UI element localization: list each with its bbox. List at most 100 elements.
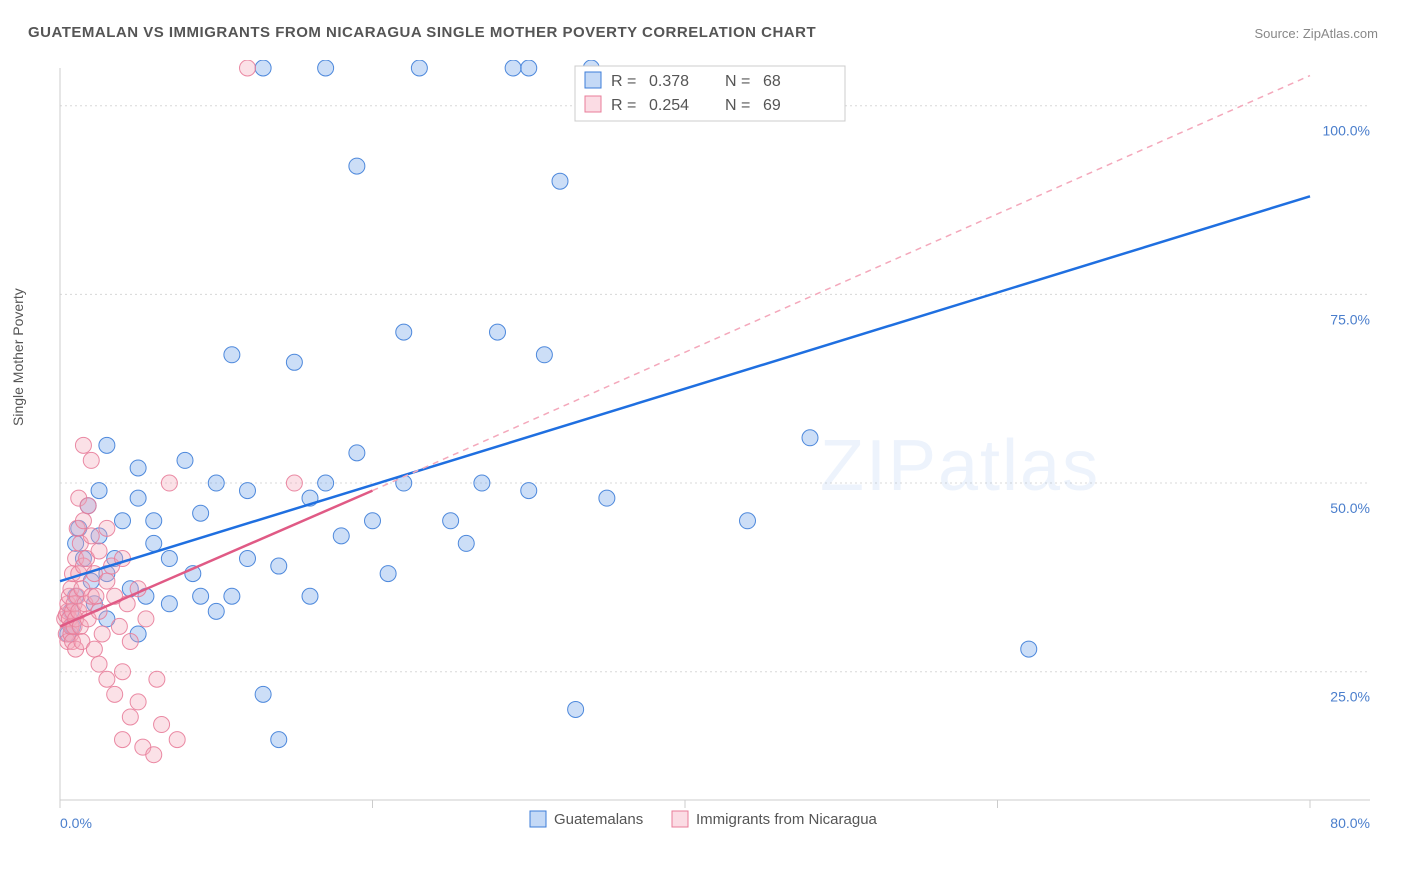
data-point-guatemalans xyxy=(1021,641,1037,657)
data-point-nicaragua xyxy=(130,694,146,710)
source-label: Source: xyxy=(1254,26,1302,41)
data-point-guatemalans xyxy=(490,324,506,340)
data-point-nicaragua xyxy=(107,686,123,702)
source-attribution: Source: ZipAtlas.com xyxy=(1254,26,1378,41)
data-point-guatemalans xyxy=(396,324,412,340)
data-point-guatemalans xyxy=(802,430,818,446)
data-point-guatemalans xyxy=(193,505,209,521)
data-point-guatemalans xyxy=(146,513,162,529)
data-point-nicaragua xyxy=(99,671,115,687)
legend-n-value-nicaragua: 69 xyxy=(763,97,781,114)
legend-swatch-guatemalans xyxy=(585,72,601,88)
data-point-guatemalans xyxy=(349,445,365,461)
data-point-nicaragua xyxy=(122,634,138,650)
legend-r-label: R = xyxy=(611,73,636,90)
data-point-guatemalans xyxy=(365,513,381,529)
trend-line-guatemalans xyxy=(60,196,1310,581)
y-tick-label: 50.0% xyxy=(1330,500,1370,516)
data-point-guatemalans xyxy=(271,732,287,748)
data-point-guatemalans xyxy=(411,60,427,76)
data-point-guatemalans xyxy=(568,701,584,717)
data-point-nicaragua xyxy=(111,618,127,634)
data-point-guatemalans xyxy=(286,354,302,370)
data-point-nicaragua xyxy=(115,664,131,680)
data-point-guatemalans xyxy=(240,551,256,567)
data-point-guatemalans xyxy=(599,490,615,506)
data-point-nicaragua xyxy=(146,747,162,763)
x-tick-label: 0.0% xyxy=(60,815,92,830)
legend-n-label: N = xyxy=(725,97,750,114)
data-point-guatemalans xyxy=(302,588,318,604)
legend-r-label: R = xyxy=(611,97,636,114)
data-point-guatemalans xyxy=(99,437,115,453)
data-point-guatemalans xyxy=(146,535,162,551)
data-point-guatemalans xyxy=(740,513,756,529)
data-point-nicaragua xyxy=(99,573,115,589)
data-point-nicaragua xyxy=(154,717,170,733)
legend-swatch-nicaragua xyxy=(585,96,601,112)
legend-n-value-guatemalans: 68 xyxy=(763,73,781,90)
data-point-nicaragua xyxy=(161,475,177,491)
data-point-guatemalans xyxy=(208,475,224,491)
y-axis-label: Single Mother Poverty xyxy=(10,288,26,426)
data-point-nicaragua xyxy=(138,611,154,627)
data-point-guatemalans xyxy=(115,513,131,529)
x-tick-label: 80.0% xyxy=(1330,815,1370,830)
data-point-nicaragua xyxy=(149,671,165,687)
data-point-guatemalans xyxy=(333,528,349,544)
data-point-guatemalans xyxy=(443,513,459,529)
y-tick-label: 75.0% xyxy=(1330,311,1370,327)
data-point-nicaragua xyxy=(91,543,107,559)
data-point-nicaragua xyxy=(169,732,185,748)
data-point-guatemalans xyxy=(130,490,146,506)
data-point-guatemalans xyxy=(318,475,334,491)
data-point-guatemalans xyxy=(380,566,396,582)
data-point-nicaragua xyxy=(91,656,107,672)
series-label-nicaragua: Immigrants from Nicaragua xyxy=(696,811,878,828)
watermark: ZIPatlas xyxy=(820,426,1100,506)
series-label-guatemalans: Guatemalans xyxy=(554,811,643,828)
data-point-guatemalans xyxy=(552,173,568,189)
legend-r-value-nicaragua: 0.254 xyxy=(649,97,689,114)
data-point-nicaragua xyxy=(88,588,104,604)
data-point-nicaragua xyxy=(240,60,256,76)
data-point-nicaragua xyxy=(99,520,115,536)
data-point-nicaragua xyxy=(286,475,302,491)
chart-title: GUATEMALAN VS IMMIGRANTS FROM NICARAGUA … xyxy=(28,24,816,41)
data-point-nicaragua xyxy=(86,641,102,657)
data-point-guatemalans xyxy=(521,60,537,76)
scatter-plot: 25.0% 50.0% 75.0% 100.0% 0.0% 80.0% ZIPatlas R … xyxy=(50,60,1380,830)
data-point-nicaragua xyxy=(94,626,110,642)
data-point-guatemalans xyxy=(91,483,107,499)
data-point-guatemalans xyxy=(474,475,490,491)
data-point-guatemalans xyxy=(224,588,240,604)
data-point-guatemalans xyxy=(318,60,334,76)
data-point-guatemalans xyxy=(240,483,256,499)
data-point-guatemalans xyxy=(536,347,552,363)
y-tick-label: 25.0% xyxy=(1330,689,1370,705)
data-point-guatemalans xyxy=(458,535,474,551)
series-swatch-guatemalans xyxy=(530,811,546,827)
data-point-guatemalans xyxy=(255,686,271,702)
data-point-nicaragua xyxy=(80,498,96,514)
source-name: ZipAtlas.com xyxy=(1303,26,1378,41)
legend-n-label: N = xyxy=(725,73,750,90)
data-point-guatemalans xyxy=(208,603,224,619)
data-point-nicaragua xyxy=(83,452,99,468)
series-swatch-nicaragua xyxy=(672,811,688,827)
data-point-nicaragua xyxy=(75,513,91,529)
data-point-guatemalans xyxy=(271,558,287,574)
plot-svg: 25.0% 50.0% 75.0% 100.0% 0.0% 80.0% ZIPatlas R … xyxy=(50,60,1380,830)
data-point-guatemalans xyxy=(161,596,177,612)
y-tick-label: 100.0% xyxy=(1323,123,1370,139)
data-point-nicaragua xyxy=(122,709,138,725)
data-point-guatemalans xyxy=(161,551,177,567)
data-point-guatemalans xyxy=(130,460,146,476)
data-point-guatemalans xyxy=(224,347,240,363)
data-point-nicaragua xyxy=(83,528,99,544)
data-point-guatemalans xyxy=(177,452,193,468)
data-point-nicaragua xyxy=(115,732,131,748)
data-point-guatemalans xyxy=(349,158,365,174)
legend-r-value-guatemalans: 0.378 xyxy=(649,73,689,90)
data-point-guatemalans xyxy=(193,588,209,604)
